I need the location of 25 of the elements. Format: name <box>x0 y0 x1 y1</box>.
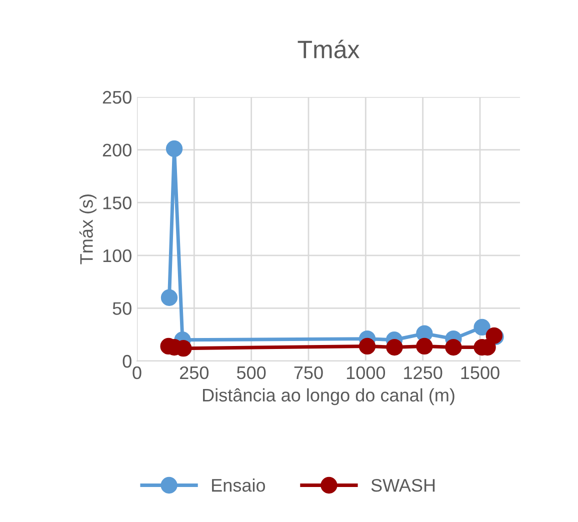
point <box>358 338 376 355</box>
y-tick-label: 100 <box>103 249 132 262</box>
point <box>386 338 403 356</box>
x-tick-label: 1500 <box>461 366 500 380</box>
y-tick-label: 150 <box>103 196 132 210</box>
point <box>416 338 433 355</box>
point <box>445 338 462 356</box>
chart-title: Tmáx <box>298 40 360 58</box>
y-tick-label: 50 <box>112 302 132 315</box>
x-tick-label: 250 <box>180 366 209 380</box>
x-axis-title: Distância ao longo do canal (m) <box>203 388 454 406</box>
x-tick-label: 1000 <box>346 366 386 380</box>
legend-label: Ensaio <box>212 478 266 492</box>
y-tick-label: 250 <box>102 90 132 104</box>
y-axis-title: Tmáx (s) <box>79 194 96 264</box>
point <box>160 289 178 306</box>
y-tick-label: 200 <box>102 144 132 157</box>
x-tick-label: 0 <box>132 366 142 380</box>
legend-label: SWASH <box>371 478 435 492</box>
x-tick-label: 1250 <box>404 366 442 380</box>
x-tick-label: 500 <box>236 366 266 380</box>
point <box>474 318 490 336</box>
y-tick-label: 0 <box>122 354 132 368</box>
point <box>166 140 183 158</box>
x-tick-label: 750 <box>294 366 323 380</box>
